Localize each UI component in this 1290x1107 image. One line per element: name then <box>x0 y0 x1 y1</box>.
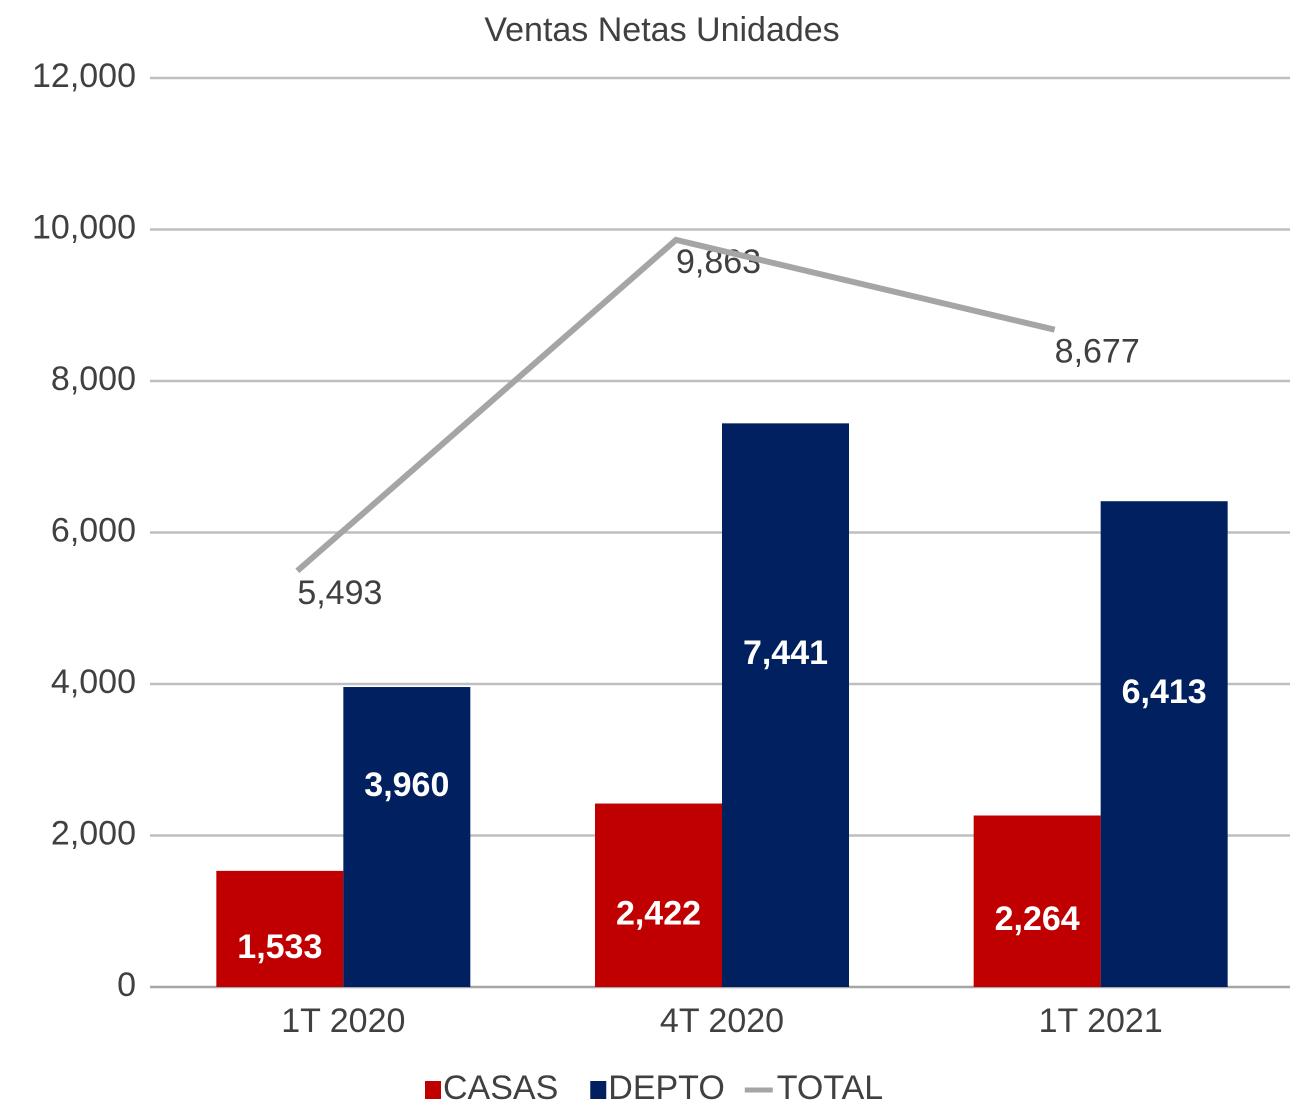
data-label: 6,413 <box>1122 673 1207 711</box>
bar <box>722 423 849 987</box>
legend-swatch <box>425 1081 441 1099</box>
bar <box>216 870 344 987</box>
legend-label: TOTAL <box>777 1069 883 1107</box>
y-tick-label: 0 <box>117 966 136 1004</box>
bar <box>1100 501 1228 987</box>
line <box>295 236 1056 574</box>
legend-label: DEPTO <box>608 1069 725 1107</box>
y-tick-label: 12,000 <box>32 57 136 95</box>
y-tick-label: 6,000 <box>51 511 136 549</box>
data-label: 2,422 <box>616 894 701 932</box>
chart-title: Ventas Netas Unidades <box>484 11 839 49</box>
data-label: 5,493 <box>297 574 382 612</box>
data-label: 1,533 <box>237 928 322 966</box>
legend-label: CASAS <box>443 1069 558 1107</box>
bar <box>973 815 1101 987</box>
y-tick-label: 4,000 <box>51 663 136 701</box>
x-tick-label: 4T 2020 <box>660 1002 784 1040</box>
data-label: 7,441 <box>743 634 828 672</box>
legend-swatch <box>590 1081 607 1099</box>
y-tick-label: 2,000 <box>51 814 136 852</box>
x-tick-label: 1T 2021 <box>1039 1002 1163 1040</box>
data-label: 8,677 <box>1055 333 1140 371</box>
y-tick-label: 10,000 <box>32 208 136 246</box>
y-tick-label: 8,000 <box>51 360 136 398</box>
data-label: 3,960 <box>364 766 449 804</box>
data-label: 2,264 <box>995 900 1080 938</box>
bar <box>595 803 722 987</box>
bar <box>343 687 471 987</box>
x-tick-label: 1T 2020 <box>281 1002 405 1040</box>
